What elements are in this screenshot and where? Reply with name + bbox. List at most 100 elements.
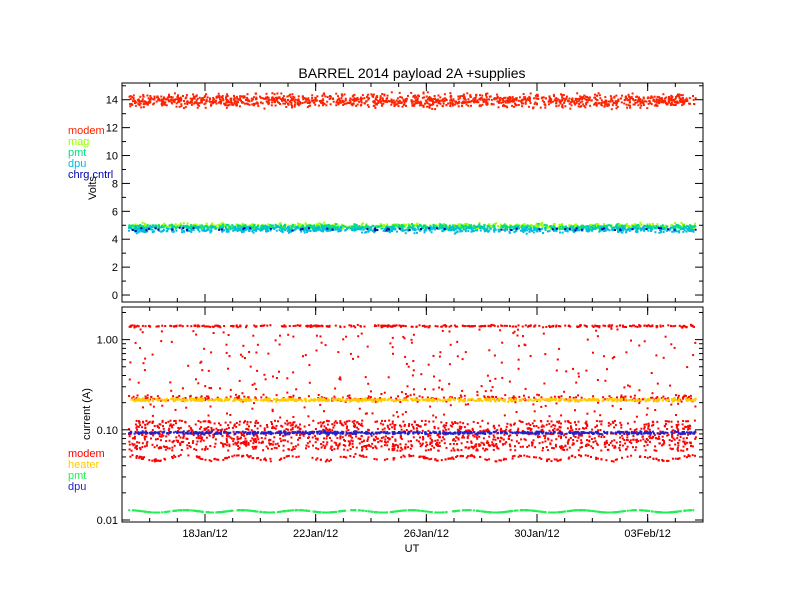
data-point — [271, 408, 274, 411]
data-point — [687, 226, 690, 229]
data-point — [511, 455, 514, 458]
data-point — [419, 224, 422, 227]
data-point — [447, 229, 450, 232]
data-point — [437, 94, 440, 97]
data-point — [455, 325, 457, 328]
data-point — [354, 229, 357, 232]
data-point — [222, 99, 225, 102]
data-point — [306, 225, 309, 228]
data-point — [300, 230, 303, 233]
data-point — [425, 229, 427, 232]
data-point — [680, 221, 683, 224]
data-point — [219, 424, 222, 427]
data-point — [571, 226, 574, 229]
data-point — [428, 105, 431, 108]
data-point — [556, 420, 559, 423]
data-point — [265, 225, 268, 228]
data-point — [613, 226, 616, 229]
data-point — [340, 226, 343, 229]
data-point — [609, 224, 612, 227]
data-point — [514, 449, 517, 452]
data-point — [417, 225, 420, 228]
data-point — [685, 420, 688, 423]
data-point — [278, 343, 281, 346]
data-point — [322, 104, 324, 107]
data-point — [144, 227, 147, 229]
data-point — [250, 429, 253, 432]
data-point — [271, 98, 273, 101]
data-point — [246, 454, 249, 457]
data-point — [423, 231, 426, 234]
data-point — [247, 226, 250, 229]
data-point — [536, 103, 538, 106]
data-point — [243, 95, 246, 98]
data-point — [321, 227, 324, 230]
data-point — [521, 229, 524, 232]
data-point — [424, 99, 427, 102]
data-point — [620, 101, 623, 104]
data-point — [241, 100, 243, 103]
data-point — [359, 228, 362, 231]
data-point — [237, 228, 240, 231]
data-point — [546, 230, 549, 233]
data-point — [367, 229, 370, 232]
data-point — [284, 229, 287, 232]
data-point — [567, 100, 570, 103]
data-point — [580, 446, 583, 448]
data-point — [458, 429, 461, 432]
data-point — [402, 223, 405, 226]
data-point — [199, 434, 202, 437]
data-point — [354, 227, 357, 230]
data-point — [508, 101, 511, 104]
data-point — [157, 228, 160, 231]
data-point — [256, 226, 259, 228]
data-point — [181, 227, 184, 230]
data-point — [434, 108, 437, 111]
data-point — [662, 356, 665, 359]
data-point — [517, 99, 520, 102]
data-point — [678, 231, 681, 234]
data-point — [305, 228, 308, 231]
data-point — [418, 228, 421, 231]
data-point — [398, 91, 401, 94]
data-point — [182, 440, 185, 443]
data-point — [344, 229, 347, 231]
data-point — [359, 424, 362, 427]
data-point — [524, 227, 527, 230]
data-point — [461, 95, 464, 97]
data-point — [129, 98, 132, 100]
data-point — [128, 229, 130, 232]
data-point — [392, 228, 395, 231]
data-point — [189, 446, 192, 449]
data-point — [516, 334, 519, 337]
data-point — [380, 224, 383, 227]
data-point — [144, 222, 146, 225]
data-point — [631, 224, 633, 227]
data-point — [457, 105, 460, 108]
data-point — [537, 435, 539, 438]
data-point — [625, 326, 627, 328]
data-point — [681, 326, 684, 329]
data-point — [370, 93, 373, 96]
data-point — [561, 231, 564, 234]
data-point — [435, 101, 438, 103]
data-point — [648, 225, 651, 228]
data-point — [397, 225, 400, 228]
data-point — [154, 225, 157, 228]
data-point — [266, 324, 269, 327]
data-point — [171, 228, 174, 231]
data-point — [337, 226, 339, 229]
data-point — [619, 449, 621, 452]
data-point — [648, 100, 651, 103]
data-point — [639, 102, 642, 105]
data-point — [655, 458, 658, 461]
data-point — [147, 97, 150, 100]
data-point — [531, 224, 533, 227]
data-point — [361, 448, 364, 451]
data-point — [329, 226, 331, 229]
data-point — [451, 226, 454, 228]
data-point — [540, 396, 543, 399]
data-point — [195, 101, 198, 104]
data-point — [582, 227, 585, 230]
data-point — [596, 335, 599, 338]
